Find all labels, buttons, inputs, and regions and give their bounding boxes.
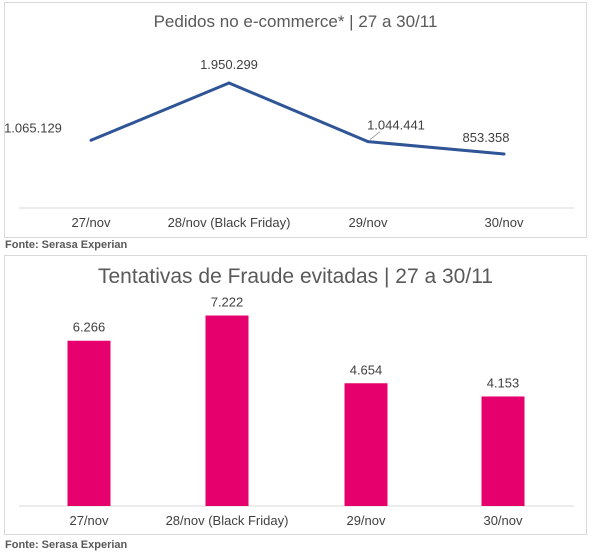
orders-source-note: Fonte: Serasa Experian [5,239,128,251]
orders-value-label-27-nov: 1.065.129 [4,120,62,135]
orders-x-tick-27-nov: 27/nov [71,215,111,230]
orders-line-chart: 1.065.129 1.950.299 1.044.441 853.358 27/nov… [4,57,574,230]
orders-chart-panel: Pedidos no e-commerce* | 27 a 30/11 1.06… [4,2,587,238]
fraud-bar-27-nov [67,340,111,506]
fraud-chart-panel: Tentativas de Fraude evitadas | 27 a 30/… [4,255,587,535]
orders-point-30-nov [502,152,506,156]
orders-point-27-nov [89,138,93,142]
fraud-x-tick-28-nov-black-friday: 28/nov (Black Friday) [166,513,289,528]
orders-value-label-28-nov-black-friday: 1.950.299 [200,57,258,72]
orders-point-29-nov [366,140,370,144]
orders-label-leader-29-nov [369,131,381,141]
fraud-x-tick-27-nov: 27/nov [69,513,109,528]
fraud-bar-30-nov [481,396,525,506]
fraud-value-label-28-nov-black-friday: 7.222 [211,295,244,310]
orders-series-line [90,81,505,156]
fraud-chart-title: Tentativas de Fraude evitadas | 27 a 30/… [98,265,493,288]
orders-chart-title: Pedidos no e-commerce* | 27 a 30/11 [153,12,438,31]
fraud-x-tick-30-nov: 30/nov [483,513,523,528]
fraud-bar-29-nov [344,383,388,506]
fraud-value-label-27-nov: 6.266 [73,320,106,335]
orders-value-label-30-nov: 853.358 [463,130,510,145]
orders-x-tick-30-nov: 30/nov [484,215,524,230]
fraud-source-note: Fonte: Serasa Experian [5,539,128,551]
orders-point-28-nov-black-friday [227,81,231,85]
orders-x-tick-28-nov-black-friday: 28/nov (Black Friday) [168,215,291,230]
orders-x-tick-29-nov: 29/nov [348,215,388,230]
orders-value-label-29-nov: 1.044.441 [367,118,425,133]
fraud-value-label-29-nov: 4.654 [350,362,383,377]
fraud-bar-28-nov-black-friday [205,315,249,506]
fraud-bar-chart: 6.266 7.222 4.654 4.153 27/nov 28/nov (Black … [19,295,574,528]
fraud-value-label-30-nov: 4.153 [487,375,520,390]
fraud-x-tick-29-nov: 29/nov [346,513,386,528]
